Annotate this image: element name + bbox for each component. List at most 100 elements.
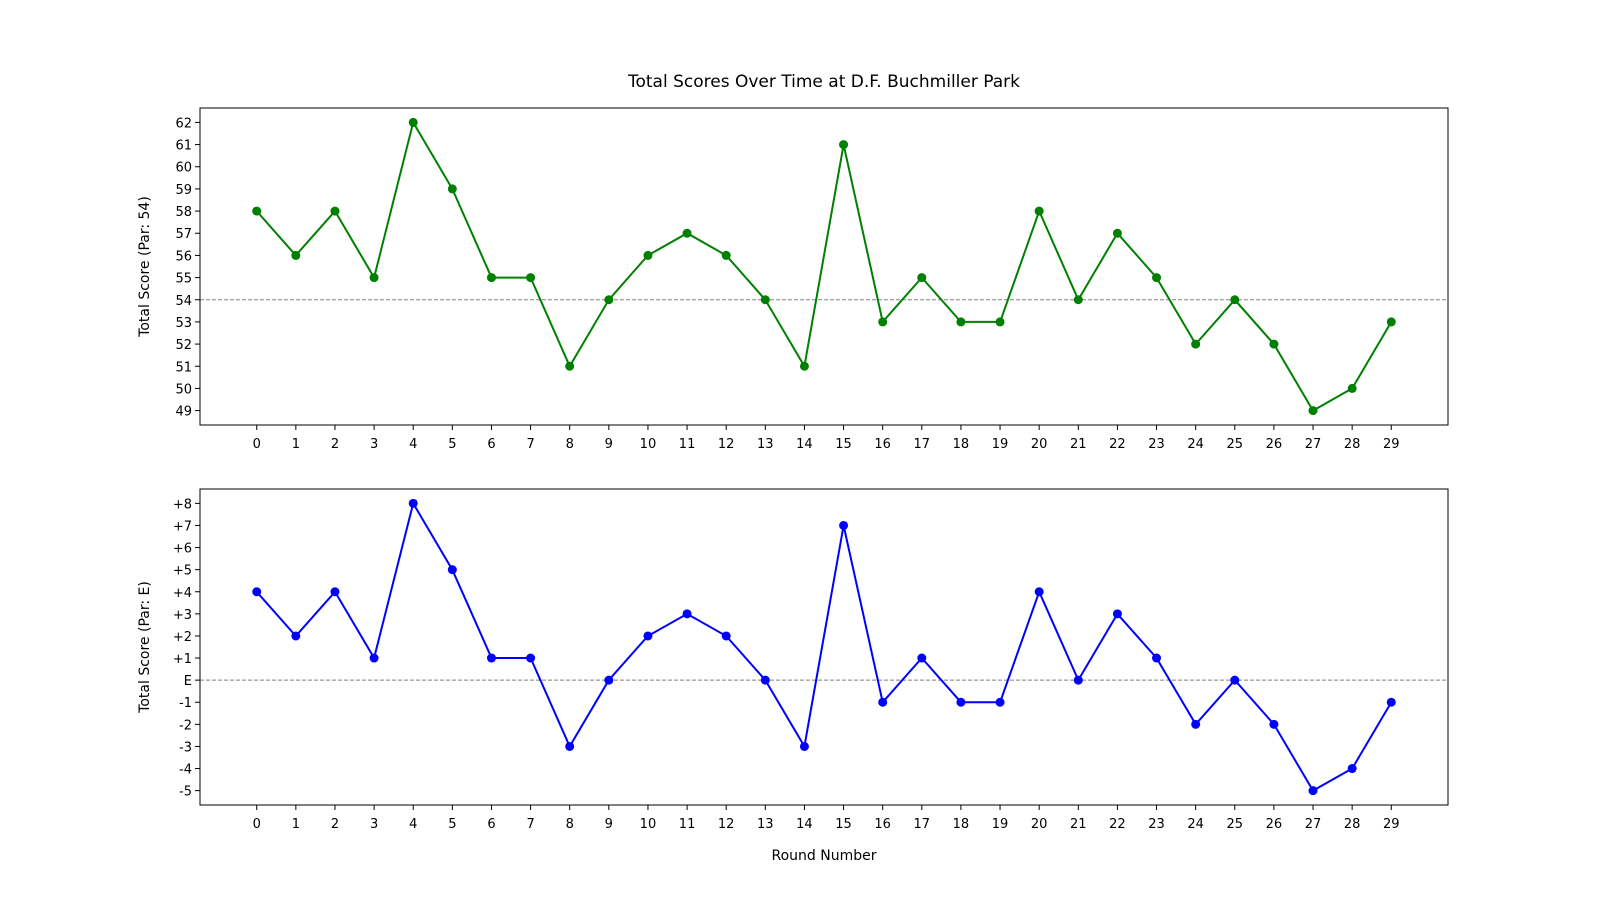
score-point bbox=[291, 250, 301, 260]
score-x-tick-label: 6 bbox=[487, 437, 495, 452]
score-point bbox=[330, 206, 340, 216]
score-point bbox=[682, 228, 692, 238]
score-point bbox=[799, 361, 809, 371]
relative-score-y-tick-label: -5 bbox=[179, 785, 192, 800]
relative-score-x-tick-label: 1 bbox=[292, 817, 300, 832]
score-point bbox=[447, 184, 457, 194]
relative-score-point bbox=[956, 697, 966, 707]
relative-score-point bbox=[995, 697, 1005, 707]
score-point bbox=[1112, 228, 1122, 238]
relative-score-point bbox=[1034, 587, 1044, 597]
score-x-tick-label: 28 bbox=[1344, 437, 1361, 452]
score-point bbox=[1152, 273, 1162, 283]
relative-score-y-tick-label: +7 bbox=[173, 519, 192, 534]
relative-score-x-tick-label: 5 bbox=[448, 817, 456, 832]
score-y-tick-label: 56 bbox=[175, 249, 192, 264]
score-point bbox=[956, 317, 966, 327]
relative-score-point bbox=[486, 653, 496, 663]
relative-score-x-tick-label: 0 bbox=[253, 817, 261, 832]
score-x-tick-label: 2 bbox=[331, 437, 339, 452]
score-point bbox=[878, 317, 888, 327]
score-y-tick-label: 59 bbox=[175, 183, 192, 198]
relative-score-x-tick-label: 12 bbox=[718, 817, 735, 832]
score-x-tick-label: 18 bbox=[953, 437, 970, 452]
score-plot-frame bbox=[199, 107, 1449, 426]
relative-score-x-tick-label: 2 bbox=[331, 817, 339, 832]
relative-score-point bbox=[760, 675, 770, 685]
score-y-tick-label: 61 bbox=[175, 139, 192, 154]
relative-score-x-tick-label: 13 bbox=[757, 817, 774, 832]
score-x-tick-label: 24 bbox=[1187, 437, 1204, 452]
score-point bbox=[760, 295, 770, 305]
score-y-tick-label: 62 bbox=[175, 116, 192, 131]
relative-score-point bbox=[878, 697, 888, 707]
score-point bbox=[1386, 317, 1396, 327]
relative-score-x-tick-label: 20 bbox=[1031, 817, 1048, 832]
x-axis-label: Round Number bbox=[772, 848, 877, 864]
score-x-tick-label: 17 bbox=[914, 437, 931, 452]
relative-score-x-tick-label: 26 bbox=[1266, 817, 1283, 832]
score-x-tick-label: 7 bbox=[526, 437, 534, 452]
score-y-tick-label: 49 bbox=[175, 405, 192, 420]
score-point bbox=[604, 295, 614, 305]
score-x-tick-label: 23 bbox=[1148, 437, 1165, 452]
relative-score-y-tick-label: -1 bbox=[179, 696, 192, 711]
score-point bbox=[565, 361, 575, 371]
score-x-tick-label: 20 bbox=[1031, 437, 1048, 452]
score-y-tick-label: 50 bbox=[175, 382, 192, 397]
relative-score-x-tick-label: 8 bbox=[566, 817, 574, 832]
relative-score-point bbox=[1230, 675, 1240, 685]
score-point bbox=[486, 273, 496, 283]
score-point bbox=[917, 273, 927, 283]
relative-score-x-tick-label: 23 bbox=[1148, 817, 1165, 832]
score-point bbox=[1073, 295, 1083, 305]
relative-score-point bbox=[1112, 609, 1122, 619]
score-x-tick-label: 10 bbox=[640, 437, 657, 452]
relative-score-y-tick-label: E bbox=[184, 674, 192, 689]
score-x-tick-label: 15 bbox=[835, 437, 852, 452]
score-y-tick-label: 57 bbox=[175, 227, 192, 242]
chart-title: Total Scores Over Time at D.F. Buchmille… bbox=[627, 72, 1020, 92]
relative-score-y-tick-label: +1 bbox=[173, 652, 192, 667]
relative-score-y-tick-label: -2 bbox=[179, 718, 192, 733]
relative-score-point bbox=[604, 675, 614, 685]
relative-score-point bbox=[917, 653, 927, 663]
relative-score-x-tick-label: 25 bbox=[1227, 817, 1244, 832]
score-series-line bbox=[255, 119, 1393, 412]
relative-score-point bbox=[330, 587, 340, 597]
relative-score-y-tick-label: +2 bbox=[173, 630, 192, 645]
relative-score-point bbox=[408, 498, 418, 508]
score-point bbox=[408, 117, 418, 127]
score-x-tick-label: 27 bbox=[1305, 437, 1322, 452]
score-x-tick-label: 12 bbox=[718, 437, 735, 452]
score-point bbox=[1230, 295, 1240, 305]
relative-score-x-tick-label: 16 bbox=[874, 817, 891, 832]
relative-score-y-tick-label: +5 bbox=[173, 564, 192, 579]
relative-score-point bbox=[565, 741, 575, 751]
relative-score-y-tick-label: -4 bbox=[179, 763, 192, 778]
score-y-tick-label: 51 bbox=[175, 360, 192, 375]
score-point bbox=[995, 317, 1005, 327]
relative-score-point bbox=[799, 741, 809, 751]
score-x-tick-label: 19 bbox=[992, 437, 1009, 452]
relative-score-series-line bbox=[255, 500, 1393, 792]
relative-score-y-tick-label: +3 bbox=[173, 608, 192, 623]
relative-score-x-tick-label: 24 bbox=[1187, 817, 1204, 832]
relative-score-x-tick-label: 27 bbox=[1305, 817, 1322, 832]
relative-score-x-tick-label: 22 bbox=[1109, 817, 1126, 832]
relative-score-x-tick-label: 28 bbox=[1344, 817, 1361, 832]
relative-score-point bbox=[721, 631, 731, 641]
score-x-tick-label: 29 bbox=[1383, 437, 1400, 452]
relative-score-point bbox=[1308, 786, 1318, 796]
score-x-tick-label: 13 bbox=[757, 437, 774, 452]
relative-score-point bbox=[369, 653, 379, 663]
relative-score-point bbox=[291, 631, 301, 641]
relative-score-point bbox=[252, 587, 262, 597]
relative-score-x-tick-label: 3 bbox=[370, 817, 378, 832]
score-y-tick-label: 60 bbox=[175, 161, 192, 176]
relative-score-x-tick-label: 7 bbox=[526, 817, 534, 832]
relative-score-x-tick-label: 10 bbox=[640, 817, 657, 832]
relative-score-y-tick-label: -3 bbox=[179, 740, 192, 755]
